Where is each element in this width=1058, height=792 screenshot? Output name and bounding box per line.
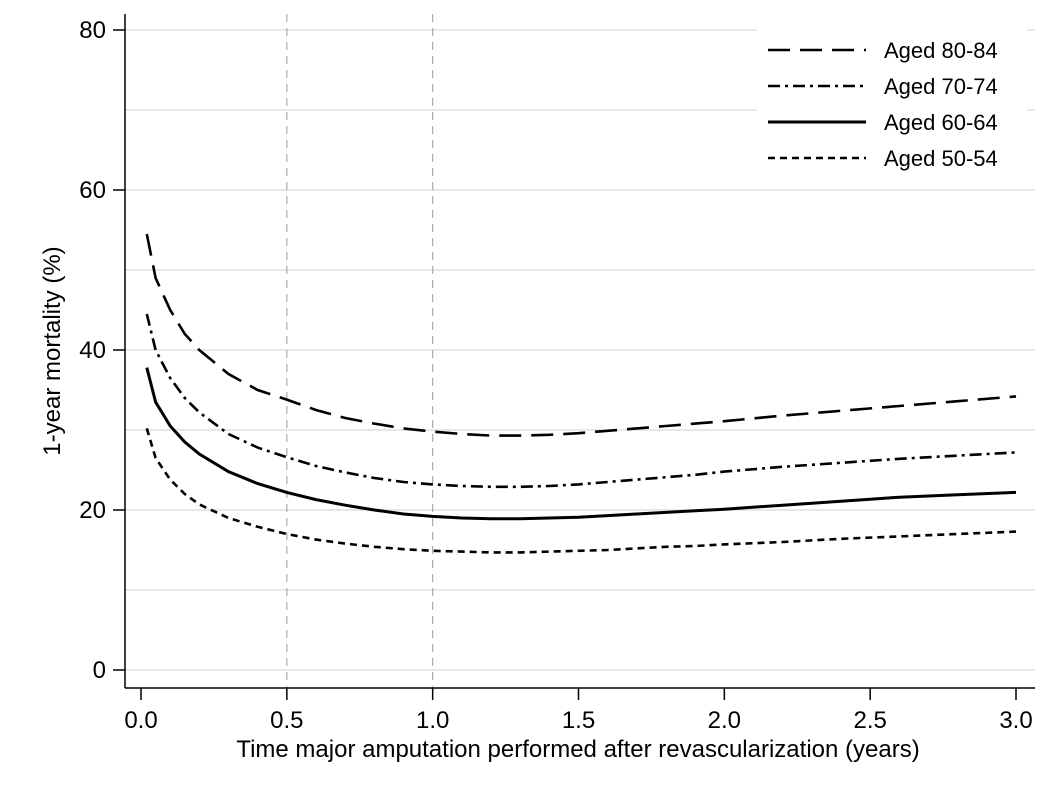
x-tick-label: 0.5	[270, 707, 303, 734]
series-layer	[145, 233, 1017, 554]
legend-label: Aged 80-84	[884, 38, 998, 63]
grid-layer	[126, 29, 1035, 671]
x-tick-label: 0.0	[124, 707, 157, 734]
legend-label: Aged 50-54	[884, 146, 998, 171]
tick-layer: 0 20 40 60 80 0.0 0.5 1.0 1.5 2.0 2.5 3.0	[79, 17, 1032, 734]
y-tick-label: 0	[93, 657, 106, 684]
x-tick-label: 1.5	[562, 707, 595, 734]
reference-lines	[286, 14, 434, 688]
legend-label: Aged 60-64	[884, 110, 998, 135]
series-line-aged-70-74	[145, 313, 1017, 489]
x-tick-label: 3.0	[999, 707, 1032, 734]
x-axis-title: Time major amputation performed after re…	[236, 736, 919, 763]
axes	[124, 14, 1035, 689]
series-line-aged-50-54	[145, 428, 1017, 554]
y-tick-label: 80	[79, 17, 106, 44]
y-tick-label: 40	[79, 337, 106, 364]
series-line-aged-80-84	[145, 233, 1017, 437]
series-line-aged-60-64	[145, 367, 1017, 521]
legend-box	[757, 28, 1027, 180]
x-tick-label: 2.5	[853, 707, 886, 734]
y-tick-label: 20	[79, 497, 106, 524]
x-tick-label: 1.0	[416, 707, 449, 734]
legend-label: Aged 70-74	[884, 74, 998, 99]
legend: Aged 80-84 Aged 70-74 Aged 60-64 Aged 50-54	[757, 28, 1027, 180]
y-tick-label: 60	[79, 177, 106, 204]
x-tick-label: 2.0	[708, 707, 741, 734]
y-axis-title: 1-year mortality (%)	[39, 246, 66, 455]
